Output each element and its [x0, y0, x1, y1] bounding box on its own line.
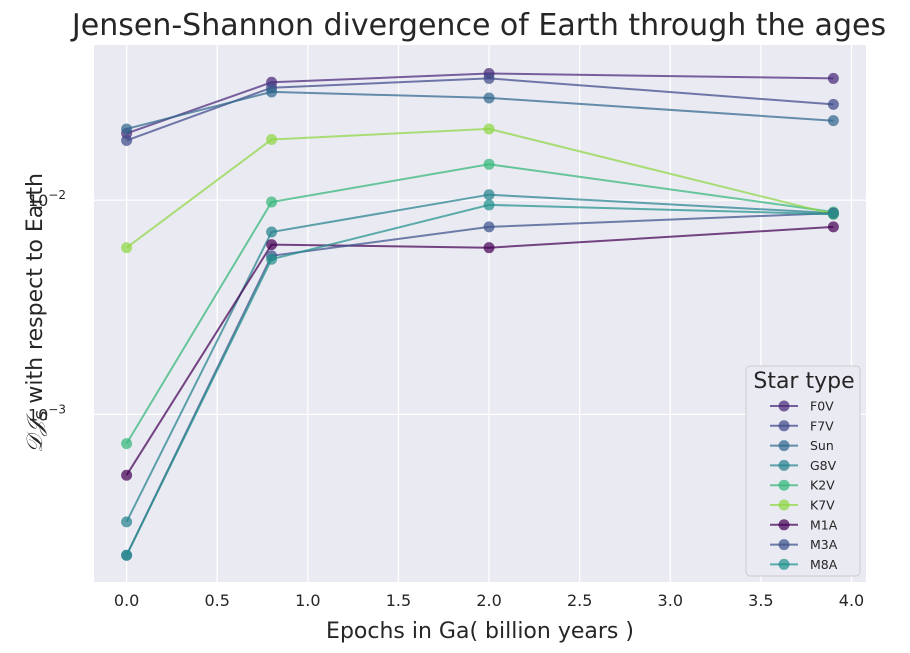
data-point — [266, 226, 278, 238]
data-point — [121, 123, 133, 135]
legend-entry: F0V — [770, 399, 834, 414]
legend-entry: M8A — [770, 557, 838, 572]
x-tick-label: 2.0 — [476, 591, 501, 610]
legend-entry: K7V — [770, 498, 835, 513]
y-axis-label: 𝒟𝒥S with respect to Earth — [23, 173, 51, 453]
x-tick-label: 3.5 — [748, 591, 773, 610]
y-tick-label: 10−2 — [28, 188, 66, 210]
data-point — [266, 239, 278, 251]
legend-marker — [778, 440, 790, 452]
x-axis-label: Epochs in Ga( billion years ) — [326, 619, 634, 644]
series-M8A — [121, 199, 839, 561]
x-tick-label: 2.5 — [567, 591, 592, 610]
data-point — [121, 242, 133, 254]
data-point — [121, 438, 133, 450]
data-point — [266, 86, 278, 98]
x-tick-label: 3.0 — [658, 591, 683, 610]
y-axis-label-text: with respect to Earth — [23, 173, 48, 411]
data-point — [483, 242, 495, 254]
data-point — [483, 92, 495, 104]
legend-entry: M3A — [770, 537, 838, 552]
legend-entry: F7V — [770, 418, 834, 433]
legend-label: F0V — [810, 399, 834, 414]
legend: Star type F0V F7V Sun G8V K2V K7V M1A M3A M8A — [745, 365, 861, 577]
series-line — [125, 163, 834, 445]
series-layer — [121, 68, 839, 561]
series-K7V — [121, 123, 839, 254]
data-point — [121, 549, 133, 561]
legend-label: M3A — [810, 537, 838, 552]
y-tick-label: 10−3 — [28, 402, 66, 424]
legend-entry: G8V — [770, 458, 837, 473]
series-Sun — [121, 86, 839, 135]
series-line — [126, 77, 834, 142]
data-point — [827, 98, 839, 110]
legend-marker — [778, 499, 790, 511]
series-line — [125, 203, 834, 556]
x-tick-label: 0.0 — [114, 591, 139, 610]
series-line — [126, 72, 834, 135]
legend-marker — [778, 519, 790, 531]
chart-title: Jensen-Shannon divergence of Earth throu… — [70, 8, 886, 43]
legend-marker — [778, 400, 790, 412]
data-point — [483, 199, 495, 211]
series-line — [125, 193, 834, 523]
data-point — [483, 72, 495, 84]
data-point — [266, 196, 278, 208]
legend-label: K2V — [810, 478, 835, 493]
legend-marker — [778, 479, 790, 491]
y-axis-label-sub: S — [33, 410, 51, 420]
data-point — [266, 253, 278, 265]
legend-entries: F0V F7V Sun G8V K2V K7V M1A M3A M8A — [770, 399, 838, 572]
data-point — [121, 516, 133, 528]
legend-entry: M1A — [770, 517, 838, 532]
x-tick-label: 1.5 — [386, 591, 411, 610]
legend-entry: K2V — [770, 478, 835, 493]
series-line — [126, 127, 834, 249]
legend-label: M8A — [810, 557, 838, 572]
data-point — [483, 123, 495, 135]
legend-label: G8V — [810, 458, 837, 473]
series-M1A — [121, 221, 839, 481]
data-point — [827, 115, 839, 127]
x-tick-labels: 0.0 0.5 1.0 1.5 2.0 2.5 3.0 3.5 4.0 — [114, 591, 864, 610]
legend-box — [745, 365, 861, 577]
data-point — [827, 72, 839, 84]
legend-label: F7V — [810, 418, 834, 433]
legend-label: M1A — [810, 517, 838, 532]
data-point — [483, 158, 495, 170]
legend-marker — [778, 539, 790, 551]
y-tick-labels: 10−2 10−3 — [28, 188, 66, 424]
grid-y — [94, 199, 866, 416]
legend-title: Star type — [753, 369, 854, 394]
data-point — [483, 189, 495, 201]
data-point — [121, 469, 133, 481]
x-tick-label: 1.0 — [295, 591, 320, 610]
plot-area — [94, 45, 866, 582]
x-tick-label: 4.0 — [839, 591, 864, 610]
legend-entry: Sun — [770, 438, 834, 453]
data-point — [121, 134, 133, 146]
data-point — [827, 221, 839, 233]
legend-label: Sun — [810, 438, 834, 453]
legend-marker — [778, 459, 790, 471]
legend-marker — [778, 558, 790, 570]
data-point — [483, 221, 495, 233]
series-line — [126, 90, 834, 130]
series-line — [125, 225, 834, 476]
legend-marker — [778, 420, 790, 432]
legend-label: K7V — [810, 498, 835, 513]
data-point — [827, 208, 839, 220]
x-tick-label: 0.5 — [205, 591, 230, 610]
data-point — [266, 133, 278, 145]
